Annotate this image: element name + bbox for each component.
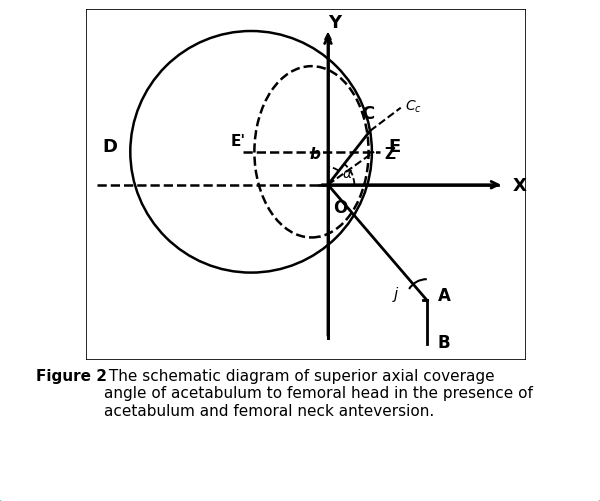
Text: E: E — [388, 138, 401, 156]
Text: B: B — [438, 333, 451, 351]
Text: E': E' — [230, 134, 245, 149]
Text: j: j — [394, 287, 398, 302]
Text: Z: Z — [384, 147, 395, 162]
Text: $\alpha$: $\alpha$ — [342, 166, 353, 180]
Text: A: A — [438, 286, 451, 304]
Text: C: C — [361, 105, 374, 123]
Text: O: O — [334, 198, 348, 216]
Text: $C_c$: $C_c$ — [405, 98, 422, 115]
Text: D: D — [102, 138, 117, 156]
Text: Figure 2: Figure 2 — [36, 368, 107, 383]
Text: X: X — [512, 176, 526, 194]
Text: The schematic diagram of superior axial coverage
angle of acetabulum to femoral : The schematic diagram of superior axial … — [104, 368, 533, 418]
Text: b: b — [310, 147, 320, 162]
Text: Y: Y — [328, 14, 341, 32]
